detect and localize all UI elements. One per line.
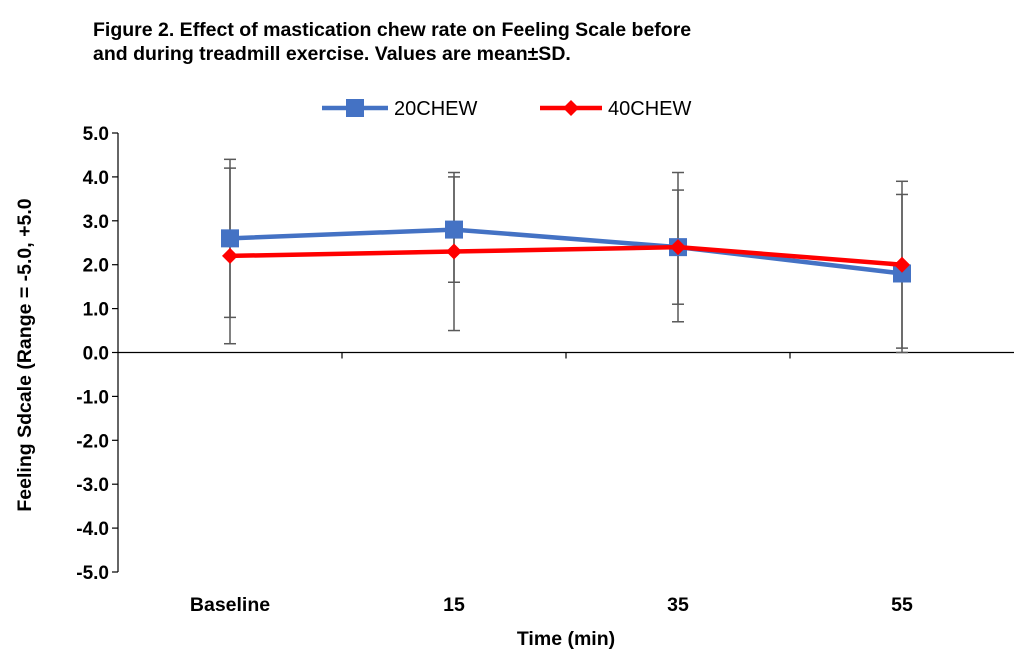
series-line: [229, 244, 903, 267]
legend-label: 20CHEW: [394, 98, 477, 120]
chart-title: Figure 2. Effect of mastication chew rat…: [93, 18, 993, 66]
y-tick-label: 5.0: [83, 124, 109, 145]
x-tick-label: Baseline: [190, 594, 270, 616]
legend-marker: [346, 99, 364, 117]
x-tick-label: 15: [443, 594, 465, 616]
legend-marker: [563, 100, 579, 116]
chart-title-line-2: and during treadmill exercise. Values ar…: [93, 43, 571, 65]
series-line: [229, 227, 903, 276]
legend-label: 40CHEW: [608, 98, 691, 120]
y-tick-label: -5.0: [76, 563, 109, 584]
y-tick-label: -3.0: [76, 475, 109, 496]
x-tick-label: 55: [891, 594, 913, 616]
data-point: [670, 239, 686, 256]
y-tick-label: -4.0: [76, 519, 109, 540]
y-tick-label: 4.0: [83, 168, 109, 189]
y-tick-label: -2.0: [76, 431, 109, 452]
y-tick-label: -1.0: [76, 387, 109, 408]
y-tick-label: 0.0: [83, 344, 109, 365]
chart-title-line-1: Figure 2. Effect of mastication chew rat…: [93, 19, 692, 41]
data-point: [893, 264, 911, 283]
y-tick-label: 1.0: [83, 300, 109, 321]
data-point: [445, 220, 463, 239]
data-point: [222, 247, 238, 264]
y-axis-label: Feeling Sdcale (Range = -5.0, +5.0: [14, 198, 36, 511]
data-point: [446, 243, 462, 260]
data-point: [894, 256, 910, 273]
y-tick-label: 2.0: [83, 256, 109, 277]
x-tick-label: 35: [667, 594, 689, 616]
data-point: [221, 229, 239, 248]
y-tick-label: 3.0: [83, 212, 109, 233]
x-axis-label: Time (min): [517, 628, 615, 650]
